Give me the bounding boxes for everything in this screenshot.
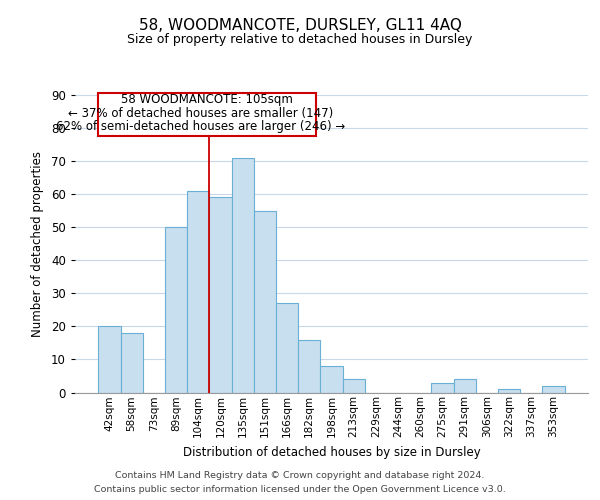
X-axis label: Distribution of detached houses by size in Dursley: Distribution of detached houses by size … — [182, 446, 481, 458]
Text: 58 WOODMANCOTE: 105sqm: 58 WOODMANCOTE: 105sqm — [121, 94, 293, 106]
Text: Contains public sector information licensed under the Open Government Licence v3: Contains public sector information licen… — [94, 484, 506, 494]
Bar — [121, 333, 143, 392]
Y-axis label: Number of detached properties: Number of detached properties — [31, 151, 44, 337]
Text: 58, WOODMANCOTE, DURSLEY, GL11 4AQ: 58, WOODMANCOTE, DURSLEY, GL11 4AQ — [139, 18, 461, 32]
Bar — [98, 94, 316, 136]
Text: Size of property relative to detached houses in Dursley: Size of property relative to detached ho… — [127, 32, 473, 46]
Text: ← 37% of detached houses are smaller (147): ← 37% of detached houses are smaller (14… — [68, 106, 333, 120]
Bar — [431, 382, 454, 392]
Bar — [320, 366, 343, 392]
Bar — [254, 210, 276, 392]
Bar — [343, 380, 365, 392]
Bar — [498, 389, 520, 392]
Bar — [454, 380, 476, 392]
Bar — [187, 191, 209, 392]
Bar — [298, 340, 320, 392]
Text: Contains HM Land Registry data © Crown copyright and database right 2024.: Contains HM Land Registry data © Crown c… — [115, 472, 485, 480]
Bar — [209, 198, 232, 392]
Bar — [542, 386, 565, 392]
Bar — [165, 227, 187, 392]
Bar — [98, 326, 121, 392]
Bar — [232, 158, 254, 392]
Text: 62% of semi-detached houses are larger (246) →: 62% of semi-detached houses are larger (… — [56, 120, 345, 133]
Bar — [276, 303, 298, 392]
